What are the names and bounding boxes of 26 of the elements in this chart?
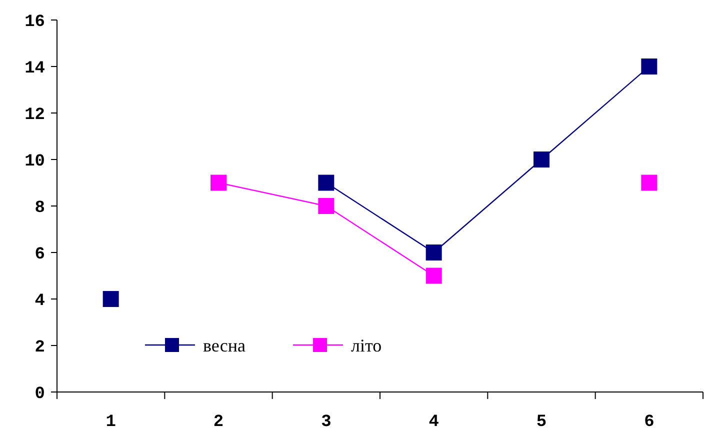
legend-label: весна <box>203 335 246 356</box>
y-tick-label: 12 <box>24 106 45 125</box>
x-tick-label: 5 <box>536 413 547 432</box>
point <box>534 152 550 168</box>
point <box>641 174 658 191</box>
point <box>102 291 119 307</box>
y-tick-label: 16 <box>24 12 45 32</box>
x-tick-label: 2 <box>213 413 224 432</box>
x-tick-label: 4 <box>428 413 439 432</box>
point <box>641 58 658 74</box>
x-tick-label: 3 <box>321 413 332 432</box>
y-tick-label: 10 <box>24 152 45 172</box>
y-tick-label: 6 <box>34 245 45 264</box>
legend-label: літо <box>351 335 382 356</box>
x-tick-label: 6 <box>644 413 654 432</box>
point <box>426 244 442 260</box>
y-tick-label: 0 <box>34 384 45 404</box>
y-tick-label: 4 <box>34 292 45 311</box>
point <box>210 174 226 191</box>
point <box>318 198 334 214</box>
point <box>318 174 334 191</box>
y-tick-label: 2 <box>34 338 45 358</box>
x-tick-label: 1 <box>106 413 116 432</box>
point <box>426 268 442 284</box>
y-tick-label: 8 <box>34 198 45 218</box>
y-tick-label: 14 <box>24 59 45 78</box>
